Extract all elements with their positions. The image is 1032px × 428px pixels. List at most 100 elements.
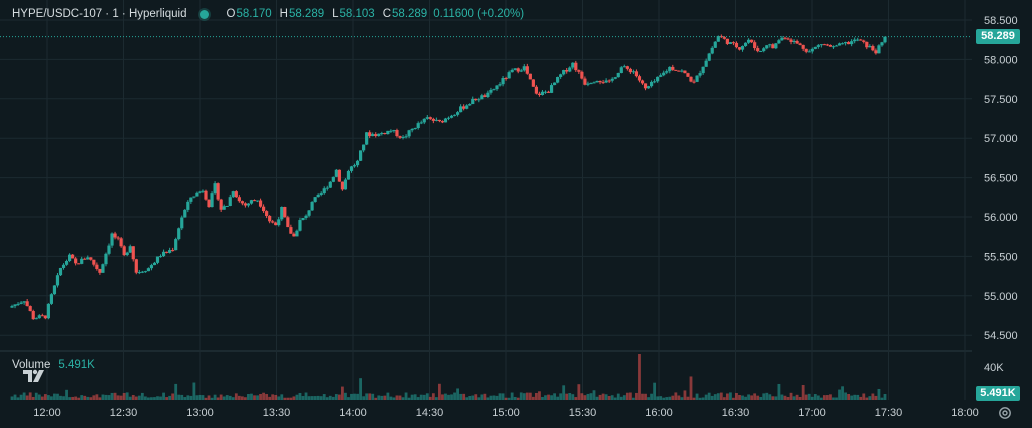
candle-body	[637, 76, 642, 81]
volume-bar	[271, 394, 275, 400]
candle-body	[10, 306, 14, 308]
candle-body	[762, 48, 766, 51]
volume-bar	[544, 395, 547, 400]
candle-body	[192, 196, 196, 198]
volume-bar	[16, 397, 20, 400]
candle-body	[728, 42, 733, 44]
candle-body	[862, 40, 866, 42]
low-value: 58.103	[339, 8, 375, 20]
candle-body	[255, 200, 260, 202]
high-label: H	[279, 8, 288, 20]
candle-body	[813, 46, 817, 49]
candle-body	[95, 264, 99, 269]
candle-body	[568, 67, 572, 72]
candle-body	[137, 272, 141, 274]
candle-body	[101, 264, 105, 273]
candle-body	[222, 206, 226, 210]
volume-bar	[74, 396, 78, 400]
candle-body	[459, 106, 463, 113]
volume-bar	[462, 393, 466, 400]
candle-body	[119, 238, 123, 247]
volume-bar	[350, 393, 353, 400]
volume-bar	[483, 393, 487, 400]
candle-body	[325, 187, 329, 189]
candle-body	[228, 197, 232, 207]
volume-bar	[131, 394, 135, 400]
volume-bar	[283, 397, 287, 400]
volume-bar	[319, 396, 323, 400]
volume-bar	[416, 397, 420, 400]
candle-body	[180, 217, 184, 229]
candle-body	[419, 122, 423, 124]
candle-body	[371, 134, 375, 137]
candle-body	[865, 41, 869, 48]
candle-body	[128, 246, 132, 253]
volume-bar	[583, 395, 587, 400]
candle-body	[98, 268, 102, 273]
volume-bar	[307, 396, 311, 400]
tradingview-logo-icon[interactable]	[22, 366, 46, 384]
symbol-title[interactable]: HYPE/USDC-107 · 1 · Hyperliquid	[12, 8, 187, 20]
volume-legend-name[interactable]: Volume	[12, 359, 51, 371]
gear-icon[interactable]	[997, 405, 1013, 421]
candle-body	[756, 48, 760, 52]
volume-bar	[240, 396, 244, 400]
candle-body	[850, 41, 854, 45]
volume-bar	[419, 394, 423, 400]
candle-body	[449, 115, 454, 118]
time-axis[interactable]: 12:00 12:30 13:00 13:30 14:00 14:30 15:00 15:30…	[33, 407, 979, 419]
volume-bar	[292, 396, 296, 400]
volume-bar	[383, 395, 387, 400]
candle-body	[337, 169, 341, 182]
volume-bar	[586, 393, 590, 400]
volume-bar	[777, 383, 781, 400]
volume-bar	[525, 392, 529, 400]
price-axis[interactable]: 58.500 58.000 57.500 57.000 56.500 56.000 55.5…	[984, 15, 1018, 342]
candle-body	[334, 169, 338, 177]
volume-bar	[862, 393, 866, 400]
volume-bar	[334, 394, 338, 400]
volume-bar	[829, 394, 832, 400]
candle-body	[301, 218, 305, 221]
volume-bar	[183, 397, 187, 400]
volume-bar	[595, 396, 599, 400]
volume-bar	[547, 394, 550, 400]
volume-bar	[259, 393, 262, 400]
volume-bar	[604, 394, 608, 400]
volume-bar	[495, 395, 499, 400]
candle-body	[58, 267, 63, 276]
candle-body	[107, 245, 111, 254]
volume-bar	[519, 392, 523, 400]
symbol-legend: HYPE/USDC-107 · 1 · Hyperliquid O 58.170 …	[12, 6, 524, 22]
candle-body	[559, 74, 563, 78]
volume-bar	[689, 376, 693, 400]
candle-body	[204, 190, 208, 200]
candle-body	[610, 78, 614, 81]
volume-bar	[541, 397, 544, 400]
volume-bar	[656, 396, 660, 400]
candle-body	[622, 66, 626, 68]
volume-bar	[201, 395, 205, 400]
candle-body	[161, 251, 166, 257]
candle-body	[143, 271, 147, 273]
candle-body	[171, 250, 175, 252]
volume-bar	[610, 395, 614, 400]
candle-body	[883, 36, 887, 43]
volume-bar	[359, 378, 362, 400]
candle-body	[804, 48, 808, 52]
volume-bar	[468, 395, 472, 400]
volume-bar	[71, 396, 75, 400]
volume-bar	[662, 397, 666, 400]
volume-bar	[744, 396, 747, 400]
candle-body	[271, 221, 275, 223]
candle-body	[168, 250, 172, 253]
candle-body	[471, 98, 475, 105]
candle-body	[92, 259, 96, 265]
candle-body	[22, 301, 26, 303]
candle-body	[149, 265, 154, 269]
candle-body	[777, 40, 781, 44]
volume-bar	[874, 395, 878, 400]
time-tick-label: 12:30	[110, 407, 138, 419]
volume-bar	[262, 392, 265, 400]
